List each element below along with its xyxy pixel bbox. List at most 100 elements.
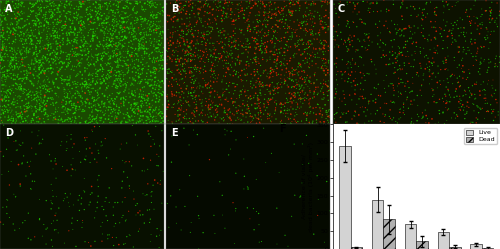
Point (103, 14, 111, 18)
Point (351, 4, 359, 8)
Point (98, 59, 106, 63)
Point (42, 17, 50, 21)
Point (114, 10, 122, 14)
Point (292, 83, 300, 87)
Point (11, 50, 19, 54)
Point (261, 32, 269, 36)
Point (420, 27, 428, 31)
Text: F: F (279, 124, 285, 134)
Point (76, 70, 84, 74)
Point (324, 0, 332, 4)
Point (472, 59, 480, 62)
Point (291, 93, 299, 97)
Point (0, 28, 7, 32)
Point (282, 96, 290, 100)
Point (0, 73, 8, 77)
Point (123, 235, 131, 239)
Point (126, 55, 134, 59)
Point (296, 6, 304, 10)
Point (198, 89, 205, 93)
Point (97, 82, 105, 86)
Point (86, 13, 94, 17)
Point (104, 69, 112, 73)
Point (276, 39, 284, 43)
Point (187, 48, 195, 52)
Point (296, 62, 304, 66)
Point (286, 59, 294, 63)
Point (111, 44, 119, 48)
Point (256, 81, 264, 85)
Point (16, 129, 24, 133)
Point (104, 233, 112, 237)
Point (102, 21, 110, 25)
Point (28, 19, 36, 23)
Point (16, 39, 24, 43)
Point (132, 0, 140, 4)
Point (259, 22, 267, 26)
Point (20, 32, 28, 36)
Point (69, 227, 77, 231)
Point (12, 117, 20, 121)
Point (172, 90, 180, 94)
Point (60, 241, 68, 245)
Point (86, 117, 94, 121)
Point (472, 121, 480, 125)
Point (353, 12, 361, 16)
Point (145, 54, 153, 58)
Point (138, 95, 145, 99)
Point (428, 117, 436, 121)
Point (146, 1, 154, 5)
Point (241, 90, 249, 94)
Point (135, 95, 143, 99)
Point (88, 90, 96, 94)
Point (270, 34, 278, 38)
Point (144, 109, 152, 113)
Point (310, 54, 318, 58)
Point (65, 96, 73, 100)
Point (248, 114, 256, 118)
Point (63, 83, 71, 87)
Point (192, 70, 200, 74)
Point (155, 34, 163, 38)
Point (28, 46, 36, 50)
Point (284, 98, 292, 102)
Point (260, 11, 268, 15)
Point (76, 26, 84, 30)
Point (416, 51, 424, 55)
Point (284, 85, 292, 89)
Point (18, 1, 26, 5)
Point (38, 121, 46, 125)
Point (278, 103, 285, 107)
Point (0, 122, 4, 126)
Point (287, 96, 295, 100)
Point (112, 60, 120, 64)
Point (78, 196, 86, 200)
Point (297, 98, 305, 102)
Point (10, 117, 18, 121)
Point (72, 11, 80, 15)
Point (152, 234, 160, 238)
Point (261, 41, 269, 45)
Point (201, 61, 209, 64)
Point (88, 14, 96, 18)
Point (418, 23, 426, 27)
Point (362, 32, 370, 36)
Point (16, 86, 24, 90)
Point (398, 53, 406, 57)
Point (48, 7, 56, 11)
Point (207, 75, 215, 79)
Point (400, 102, 407, 106)
Point (263, 99, 271, 103)
Point (51, 18, 59, 22)
Point (230, 100, 237, 104)
Point (354, 64, 362, 68)
Point (14, 75, 22, 79)
Point (47, 159, 55, 163)
Point (137, 60, 145, 64)
Point (94, 109, 102, 113)
Point (132, 32, 140, 36)
Point (18, 12, 26, 16)
Point (28, 5, 36, 9)
Point (32, 11, 40, 15)
Point (38, 63, 46, 67)
